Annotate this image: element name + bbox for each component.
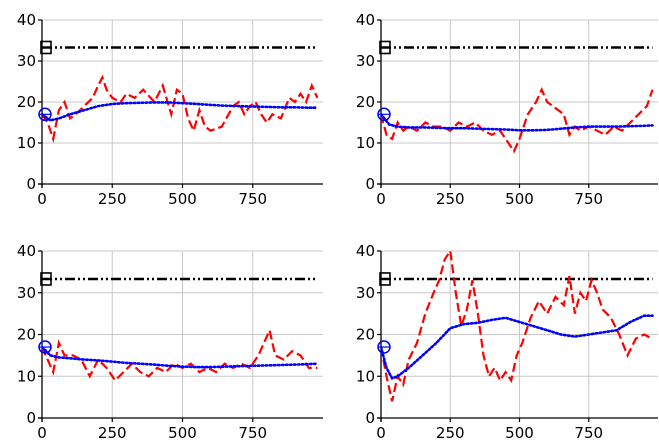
y-tick-label: 40 [356,242,375,260]
x-tick-label: 250 [436,424,465,442]
series-red-dashed-line [381,250,653,402]
y-tick-label: 10 [17,134,36,152]
y-tick-label: 10 [17,367,36,385]
series-blue-dotted-line [381,113,654,132]
y-tick-label: 30 [356,284,375,302]
x-tick-label: 0 [37,190,47,208]
series-red-dashed-line [42,326,318,383]
x-tick-label: 0 [376,190,386,208]
subplot-top-left: 0 250 500 750 0 10 20 30 40 [17,11,323,208]
x-tick-label: 750 [238,190,267,208]
x-tick-label: 500 [505,190,534,208]
series-red-dashed-line [42,74,319,144]
series-blue-dotted-line [42,345,319,369]
y-tick-label: 20 [17,93,36,111]
y-tick-label: 10 [356,134,375,152]
x-tick-label: 500 [168,424,197,442]
series-red-dashed-line [381,87,654,154]
series-blue-dotted-line [42,101,319,122]
y-tick-label: 40 [17,242,36,260]
x-tick-label: 500 [168,190,197,208]
y-tick-label: 0 [365,409,375,427]
y-tick-label: 30 [17,284,36,302]
x-tick-label: 500 [505,424,534,442]
x-tick-label: 750 [238,424,267,442]
x-tick-label: 750 [574,190,603,208]
y-tick-label: 40 [17,11,36,29]
x-tick-label: 0 [37,424,47,442]
y-tick-label: 10 [356,367,375,385]
subplot-bottom-right: 0 250 500 750 0 10 20 30 40 [356,242,658,442]
y-tick-label: 20 [17,326,36,344]
subplot-top-right: 0 250 500 750 0 10 20 30 40 [356,11,658,208]
subplot-bottom-left: 0 250 500 750 0 10 20 30 40 [17,242,323,442]
y-tick-label: 0 [365,175,375,193]
x-tick-label: 250 [98,424,127,442]
y-tick-label: 30 [17,52,36,70]
x-tick-label: 750 [574,424,603,442]
y-tick-label: 30 [356,52,375,70]
y-tick-label: 40 [356,11,375,29]
y-tick-label: 20 [356,93,375,111]
x-tick-label: 250 [436,190,465,208]
series-blue-dotted-line [381,314,654,380]
y-tick-label: 20 [356,326,375,344]
y-tick-label: 0 [26,175,36,193]
x-tick-label: 0 [376,424,386,442]
x-tick-label: 250 [98,190,127,208]
y-tick-label: 0 [26,409,36,427]
